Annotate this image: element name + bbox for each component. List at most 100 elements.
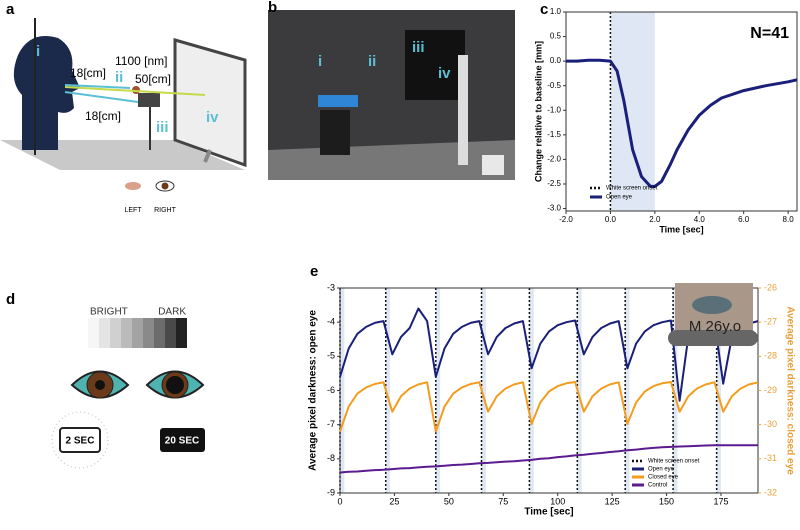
camera <box>138 93 160 107</box>
stimulus-shade <box>481 288 486 493</box>
y-tick-label: -8 <box>327 453 335 463</box>
x-tick-label: 25 <box>389 496 399 506</box>
head <box>13 36 80 150</box>
screen-dark <box>160 428 205 452</box>
duration: 20 SEC <box>165 436 199 447</box>
inset: M 26y.o <box>668 283 758 346</box>
x-tick-label: 2.0 <box>649 215 661 224</box>
panel-b: b i ii iii iv <box>268 0 515 180</box>
x-tick-label: 150 <box>659 496 674 506</box>
arrow <box>64 91 139 103</box>
pupil <box>161 182 169 190</box>
glow <box>51 411 109 469</box>
swatch <box>110 318 121 348</box>
y-tick-label: -3.0 <box>547 204 561 213</box>
floor <box>0 140 245 170</box>
swatch <box>121 318 132 348</box>
label: i <box>36 43 40 60</box>
y2-tick-label: -30 <box>764 419 777 429</box>
label: i <box>318 53 322 70</box>
x-axis-label: Time [sec] <box>524 507 573 518</box>
swatch <box>99 318 110 348</box>
y-tick-label: -7 <box>327 419 335 429</box>
stimulus-shade <box>385 288 391 493</box>
label: iii <box>412 39 425 56</box>
swatch <box>88 318 99 348</box>
y-tick-label: -2.0 <box>547 155 561 164</box>
label: iii <box>156 119 169 136</box>
photo-chinrest <box>318 95 358 107</box>
y-tick-label: -1.0 <box>547 105 561 114</box>
x-tick-label: 0.0 <box>605 215 617 224</box>
legend-label: Open eye <box>606 195 633 201</box>
y2-tick-label: -28 <box>764 351 777 361</box>
y2-tick-label: -29 <box>764 385 777 395</box>
swatch <box>154 318 165 348</box>
chart: 0 25 50 75 100 125 150 175 -3 -4 -5 -6 -7 -8 -9 -26 -27 -… <box>308 282 796 517</box>
series-line <box>566 58 798 188</box>
inset-badge <box>668 330 758 346</box>
stimulus-shade <box>340 288 345 493</box>
swatch <box>132 318 143 348</box>
x-tick-label: 125 <box>605 496 620 506</box>
panel-letter: b <box>268 0 277 16</box>
scale-label: DARK <box>158 307 186 318</box>
x-tick-label: 6.0 <box>738 215 750 224</box>
x-tick-label: 75 <box>498 496 508 506</box>
swatch <box>165 318 176 348</box>
label: ii <box>368 53 376 70</box>
inset-label: M 26y.o <box>689 318 741 335</box>
y2-tick-label: -27 <box>764 317 777 327</box>
distance: 18[cm] <box>85 109 121 123</box>
x-axis-label: Time [sec] <box>659 224 703 234</box>
legend-label: Closed eye <box>648 475 679 481</box>
arrow <box>64 86 206 96</box>
stimulus-shade <box>529 288 534 493</box>
panel-letter: a <box>6 1 15 18</box>
y-tick-label: 1.0 <box>550 7 562 16</box>
y-tick-label: -1.5 <box>547 130 561 139</box>
monitor <box>173 38 247 168</box>
series-line <box>339 381 759 433</box>
inset-eye <box>692 296 732 314</box>
distance: 18[cm] <box>70 66 106 80</box>
monitor-stand <box>203 149 212 163</box>
x-tick-label: 4.0 <box>694 215 706 224</box>
stimulus-shade <box>610 12 655 211</box>
y-tick-label: -6 <box>327 385 335 395</box>
y-tick-label: 0.5 <box>550 32 562 41</box>
y-tick-label: -9 <box>327 487 335 497</box>
chart: -2.0 0.0 2.0 4.0 6.0 8.0 1.0 0.5 0.0 -0.5 -1.0 -1.5… <box>533 7 798 234</box>
photo-base <box>320 110 350 155</box>
stimulus-shade <box>435 288 441 493</box>
legend-label: Control <box>648 483 667 489</box>
swatch <box>143 318 154 348</box>
x-tick-label: 50 <box>444 496 454 506</box>
y2-axis-label: Average pixel darkness: closed eye <box>784 306 795 475</box>
y2-tick-label: -26 <box>764 282 777 292</box>
y2-tick-label: -32 <box>764 487 777 497</box>
photo-box <box>482 155 504 175</box>
x-tick-label: 0 <box>337 496 342 506</box>
y-tick-label: -0.5 <box>547 81 561 90</box>
y-axis-label: Average pixel darkness: open eye <box>308 310 319 471</box>
eye-label: LEFT <box>124 207 142 214</box>
x-tick-label: 100 <box>550 496 565 506</box>
pupil <box>95 380 105 390</box>
panel-letter: e <box>310 263 318 280</box>
plot-frame <box>565 11 798 212</box>
stimulus-shade <box>673 288 678 493</box>
stimulus-shade <box>716 288 721 493</box>
label: iv <box>438 65 451 82</box>
wavelength: 1100 [nm] <box>115 54 167 68</box>
legend-label: White screen onset <box>648 459 700 465</box>
stimulus-shade <box>577 288 582 493</box>
y2-tick-label: -31 <box>764 453 777 463</box>
swatch <box>176 318 187 348</box>
y-tick-label: -3 <box>327 282 335 292</box>
annotation: N=41 <box>750 25 789 42</box>
x-tick-label: 175 <box>713 496 728 506</box>
eye-label: RIGHT <box>154 207 177 214</box>
eye-closed <box>125 182 141 190</box>
arrow <box>64 84 131 89</box>
